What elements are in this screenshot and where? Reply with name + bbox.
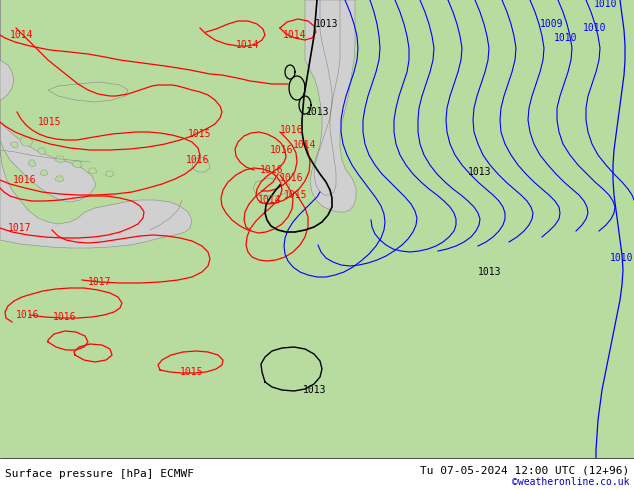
Text: 1013: 1013 (303, 385, 327, 395)
Text: 1010: 1010 (554, 33, 578, 43)
Text: 1013: 1013 (315, 19, 339, 29)
Text: 1016: 1016 (53, 312, 77, 322)
Text: 1013: 1013 (306, 107, 330, 117)
Polygon shape (55, 176, 64, 182)
Text: 1013: 1013 (478, 267, 501, 277)
Text: 1014: 1014 (294, 140, 317, 150)
Text: 1017: 1017 (8, 223, 32, 233)
Polygon shape (0, 0, 14, 100)
Polygon shape (0, 0, 96, 202)
Polygon shape (72, 161, 82, 168)
Polygon shape (88, 168, 97, 174)
Text: 1014: 1014 (258, 195, 281, 205)
Polygon shape (28, 160, 36, 167)
Text: 1015: 1015 (180, 367, 204, 377)
Polygon shape (305, 0, 356, 212)
Text: 1016: 1016 (16, 310, 40, 320)
Text: Surface pressure [hPa] ECMWF: Surface pressure [hPa] ECMWF (5, 469, 194, 479)
Text: 1015: 1015 (188, 129, 212, 139)
Text: 1016: 1016 (280, 125, 304, 135)
Polygon shape (40, 170, 48, 176)
Text: 1010: 1010 (583, 23, 607, 33)
Text: 1015: 1015 (38, 117, 61, 127)
Text: 1015: 1015 (284, 190, 307, 200)
Text: 1016: 1016 (13, 175, 37, 185)
Polygon shape (20, 137, 33, 146)
Polygon shape (0, 122, 192, 248)
Text: 1014: 1014 (10, 30, 34, 40)
Text: 1016: 1016 (280, 173, 304, 183)
Text: Tu 07-05-2024 12:00 UTC (12+96): Tu 07-05-2024 12:00 UTC (12+96) (420, 465, 629, 475)
Text: 1014: 1014 (236, 40, 260, 50)
Text: 1009: 1009 (540, 19, 564, 29)
Text: 1014: 1014 (283, 30, 307, 40)
Text: 1016: 1016 (186, 155, 210, 165)
Bar (0, 458, 634, 490)
Text: 1017: 1017 (88, 277, 112, 287)
Text: 1010: 1010 (611, 253, 634, 263)
Polygon shape (105, 171, 114, 177)
Text: 1013: 1013 (469, 167, 492, 177)
Polygon shape (55, 156, 65, 163)
Polygon shape (38, 148, 46, 155)
Text: 1010: 1010 (594, 0, 618, 9)
Text: 1016: 1016 (270, 145, 294, 155)
Text: 1016: 1016 (260, 165, 284, 175)
Polygon shape (314, 0, 340, 195)
Text: ©weatheronline.co.uk: ©weatheronline.co.uk (512, 477, 629, 487)
Polygon shape (192, 157, 210, 172)
Polygon shape (10, 142, 18, 148)
Polygon shape (48, 82, 128, 102)
Polygon shape (253, 178, 290, 196)
